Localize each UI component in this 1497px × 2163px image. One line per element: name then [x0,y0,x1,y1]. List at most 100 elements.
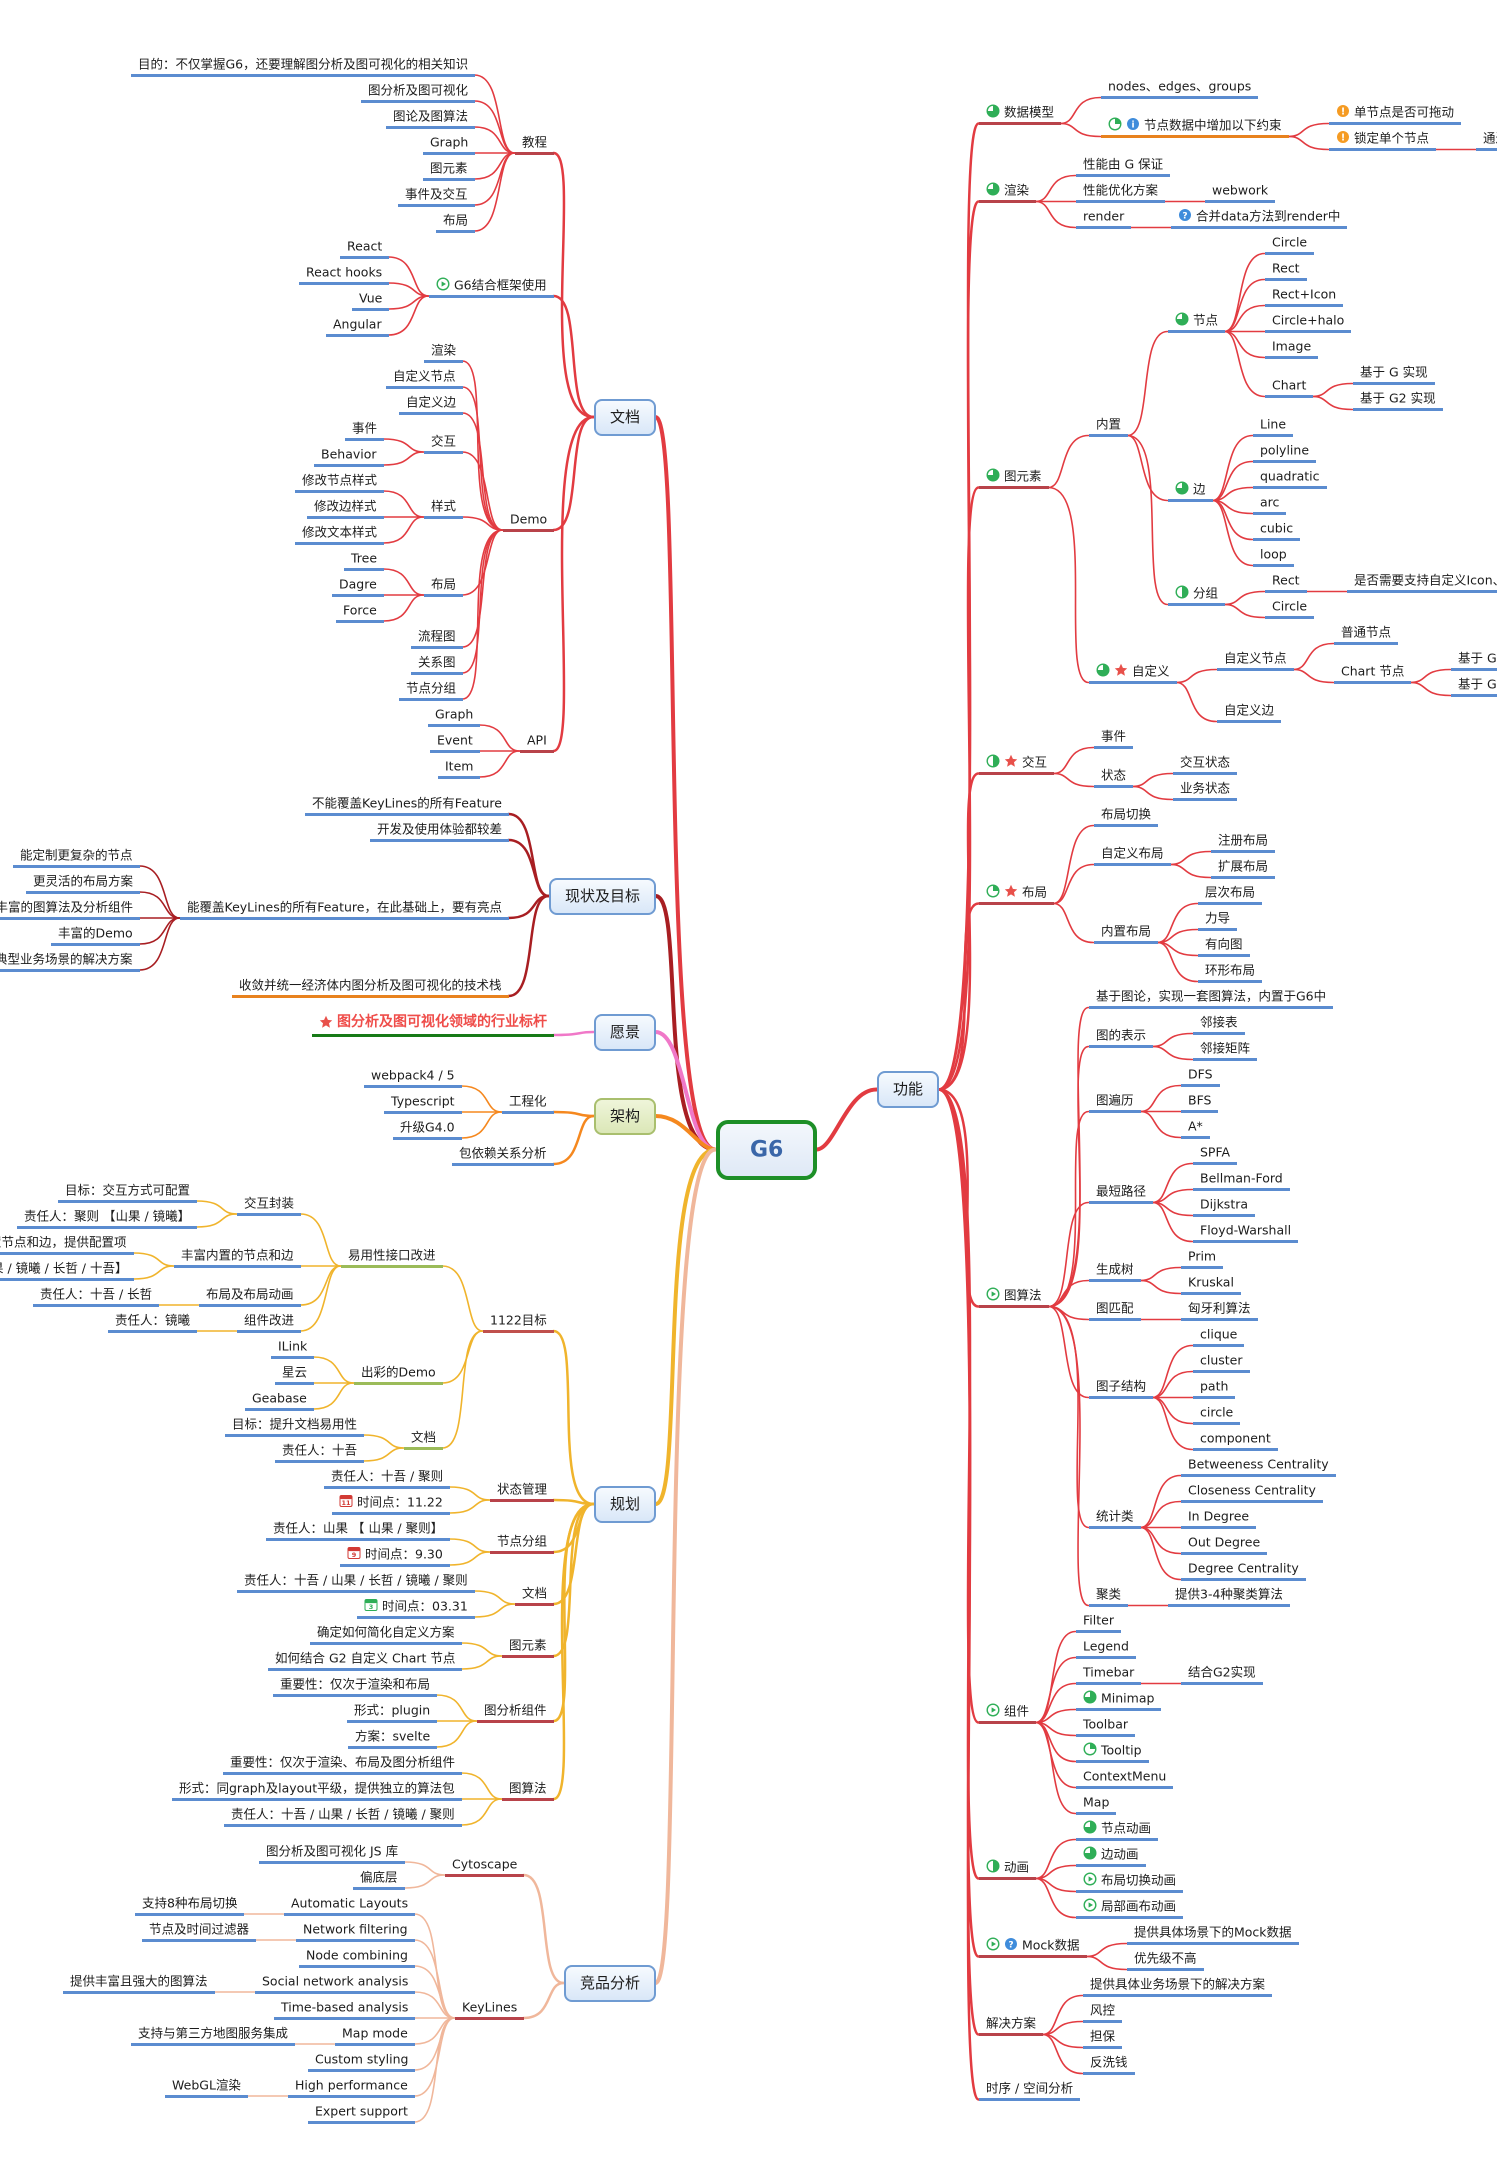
mindmap-node[interactable]: 时序 / 空间分析 [979,2080,1081,2102]
mindmap-node[interactable]: path [1193,1378,1236,1400]
mindmap-node[interactable]: 文档 [404,1429,444,1451]
mindmap-node[interactable]: Floyd-Warshall [1193,1222,1299,1244]
mindmap-node[interactable]: 关系图 [411,654,463,676]
mindmap-node[interactable]: 工程化 [502,1093,554,1115]
mindmap-node[interactable]: i 节点数据中增加以下约束 [1101,117,1289,139]
mindmap-node[interactable]: 11 时间点：11.22 [332,1494,450,1516]
mindmap-node[interactable]: 层次布局 [1198,884,1263,906]
root-node[interactable]: G6 [716,1120,818,1180]
mindmap-node[interactable]: 更灵活的布局方案 [26,873,141,895]
mindmap-node[interactable]: 自定义布局 [1094,845,1171,867]
mindmap-node[interactable]: WebGL渲染 [165,2077,248,2099]
mindmap-node[interactable]: 有向图 [1198,936,1250,958]
mindmap-node[interactable]: 支持8种布局切换 [135,1895,245,1917]
mindmap-node[interactable]: Rect [1265,572,1307,594]
mindmap-node[interactable]: 聚类 [1089,1586,1129,1608]
mindmap-node[interactable]: Chart [1265,377,1314,399]
mindmap-node[interactable]: Image [1265,338,1319,360]
mindmap-node[interactable]: Rect [1265,260,1307,282]
mindmap-node[interactable]: ? Mock数据 [979,1937,1087,1959]
mindmap-node[interactable]: 是否需要支持自定义Icon、Title及操作按钮 [1347,572,1497,594]
mindmap-node[interactable]: 数据模型 [979,104,1062,126]
mindmap-node[interactable]: KeyLines [455,1999,525,2021]
mindmap-node[interactable]: Bellman-Ford [1193,1170,1290,1192]
mindmap-node[interactable]: 重要性：仅次于渲染、布局及图分析组件 [223,1754,463,1776]
mindmap-node[interactable]: 图元素 [423,160,475,182]
mindmap-node[interactable]: 图算法 [979,1287,1049,1309]
mindmap-node[interactable]: 事件及交互 [398,186,475,208]
mindmap-node[interactable]: 目的：不仅掌握G6，还要理解图分析及图可视化的相关知识 [131,56,476,78]
mindmap-node[interactable]: 目标：内置节点和边，提供配置项 [0,1234,134,1256]
mindmap-node[interactable]: 支持与第三方地图服务集成 [131,2025,296,2047]
branch-node[interactable]: 文档 [594,399,657,436]
mindmap-node[interactable]: 丰富的Demo [51,925,140,947]
mindmap-node[interactable]: Force [336,602,384,624]
mindmap-node[interactable]: Degree Centrality [1181,1560,1306,1582]
mindmap-node[interactable]: Circle [1265,598,1315,620]
mindmap-node[interactable]: 提供具体业务场景下的解决方案 [1083,1976,1273,1998]
mindmap-node[interactable]: 普通节点 [1334,624,1399,646]
mindmap-node[interactable]: Line [1253,416,1294,438]
mindmap-node[interactable]: 渲染 [979,182,1037,204]
mindmap-node[interactable]: Vue [352,290,390,312]
mindmap-node[interactable]: 节点分组 [399,680,464,702]
mindmap-node[interactable]: Minimap [1076,1690,1162,1712]
mindmap-node[interactable]: 交互 [424,433,464,455]
mindmap-node[interactable]: 丰富内置的节点和边 [174,1247,301,1269]
mindmap-node[interactable]: Geabase [245,1390,314,1412]
mindmap-node[interactable]: Automatic Layouts [284,1895,416,1917]
mindmap-node[interactable]: 升级G4.0 [393,1119,462,1141]
mindmap-node[interactable]: Prim [1181,1248,1224,1270]
mindmap-node[interactable]: ContextMenu [1076,1768,1174,1790]
mindmap-node[interactable]: Graph [428,706,481,728]
mindmap-node[interactable]: 责任人：十吾 / 山果 / 长哲 / 镜曦 / 聚则 [224,1806,462,1828]
mindmap-node[interactable]: 基于 G2 实现 [1353,390,1443,412]
mindmap-node[interactable]: Dagre [332,576,384,598]
mindmap-node[interactable]: 偏底层 [353,1869,405,1891]
mindmap-node[interactable]: Rect+Icon [1265,286,1344,308]
mindmap-node[interactable]: 自定义边 [1217,702,1282,724]
mindmap-node[interactable]: Map [1076,1794,1117,1816]
mindmap-node[interactable]: 目标：提升文档易用性 [225,1416,365,1438]
branch-node[interactable]: 架构 [594,1098,657,1135]
mindmap-node[interactable]: 更丰富的图算法及分析组件 [0,899,141,921]
mindmap-node[interactable]: 注册布局 [1211,832,1276,854]
mindmap-node[interactable]: 边 [1168,481,1213,503]
mindmap-node[interactable]: polyline [1253,442,1317,464]
mindmap-node[interactable]: Closeness Centrality [1181,1482,1323,1504]
mindmap-node[interactable]: 形式：plugin [347,1702,438,1724]
branch-node[interactable]: 愿景 [594,1014,657,1051]
mindmap-node[interactable]: 责任人：聚则【山果 / 镜曦 / 长哲 / 十吾】 [0,1260,135,1282]
mindmap-node[interactable]: 邻接表 [1193,1014,1245,1036]
mindmap-node[interactable]: 修改边样式 [307,498,384,520]
mindmap-node[interactable]: circle [1193,1404,1241,1426]
mindmap-node[interactable]: 方案：svelte [348,1728,438,1750]
mindmap-node[interactable]: 责任人：镜曦 [108,1312,198,1334]
mindmap-node[interactable]: component [1193,1430,1278,1452]
mindmap-node[interactable]: 责任人：聚则 【山果 / 镜曦】 [17,1208,198,1230]
mindmap-node[interactable]: 目标：交互方式可配置 [58,1182,198,1204]
mindmap-node[interactable]: 文档 [515,1585,555,1607]
mindmap-node[interactable]: 状态 [1094,767,1134,789]
mindmap-node[interactable]: Chart 节点 [1334,663,1412,685]
mindmap-node[interactable]: 性能优化方案 [1076,182,1166,204]
mindmap-node[interactable]: React hooks [299,264,390,286]
branch-node[interactable]: 功能 [877,1071,940,1108]
mindmap-node[interactable]: 事件 [345,420,385,442]
mindmap-node[interactable]: 自定义边 [399,394,464,416]
mindmap-node[interactable]: 形式：同graph及layout平级，提供独立的算法包 [172,1780,462,1802]
mindmap-node[interactable]: 优先级不高 [1127,1950,1204,1972]
mindmap-node[interactable]: 环形布局 [1198,962,1263,984]
mindmap-node[interactable]: 布局及布局动画 [199,1286,301,1308]
mindmap-node[interactable]: Event [430,732,480,754]
mindmap-node[interactable]: cubic [1253,520,1301,542]
mindmap-node[interactable]: ILink [271,1338,315,1360]
mindmap-node[interactable]: ! 单节点是否可拖动 [1329,104,1462,126]
mindmap-node[interactable]: 节点 [1168,312,1226,334]
mindmap-node[interactable]: 修改节点样式 [295,472,385,494]
mindmap-node[interactable]: nodes、edges、groups [1101,78,1259,100]
mindmap-node[interactable]: Dijkstra [1193,1196,1256,1218]
mindmap-node[interactable]: 内置布局 [1094,923,1159,945]
mindmap-node[interactable]: Out Degree [1181,1534,1268,1556]
mindmap-node[interactable]: Social network analysis [255,1973,416,1995]
